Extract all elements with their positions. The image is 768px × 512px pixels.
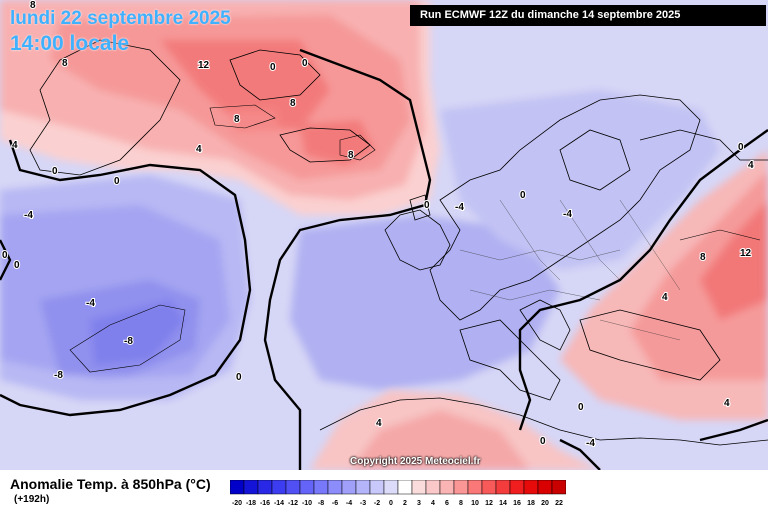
scale-tick-label: -4	[346, 500, 352, 507]
scale-swatch	[313, 480, 329, 495]
forecast-time: 14:00 locale	[10, 32, 130, 55]
map-label: -4	[563, 209, 572, 220]
scale-swatch	[509, 480, 525, 495]
scale-swatch	[425, 480, 441, 495]
scale-swatch	[467, 480, 483, 495]
scale-tick-label: 12	[485, 500, 493, 507]
scale-tick-label: 3	[417, 500, 421, 507]
scale-swatch	[285, 480, 301, 495]
map-label: 0	[270, 62, 276, 73]
zero-anomaly-contours	[0, 48, 768, 470]
scale-swatch	[230, 480, 245, 495]
map-label: 0	[424, 200, 430, 211]
scale-swatch	[537, 480, 553, 495]
scale-swatch	[439, 480, 455, 495]
map-label: 8	[234, 114, 240, 125]
map-label: 0	[540, 436, 546, 447]
scale-swatch	[355, 480, 371, 495]
contour-value-labels: 8 8 12 0 0 8 8 4 8 0 0 4 -4 0 0 -4 -4 -8…	[1, 0, 755, 450]
map-label: 0	[52, 166, 58, 177]
coastlines	[29, 39, 768, 446]
run-info: Run ECMWF 12Z du dimanche 14 septembre 2…	[410, 5, 766, 26]
copyright: Copyright 2025 Meteociel.fr	[350, 456, 481, 467]
map-label: -4	[455, 202, 464, 213]
scale-swatch	[383, 480, 399, 495]
temperature-anomaly-map: 8 8 12 0 0 8 8 4 8 0 0 4 -4 0 0 -4 -4 -8…	[0, 0, 768, 470]
scale-tick-label: 20	[541, 500, 549, 507]
cold-anomaly-atlantic	[0, 175, 250, 400]
scale-tick-label: -16	[260, 500, 270, 507]
warm-anomaly-north-africa	[310, 390, 600, 470]
scale-swatch	[369, 480, 385, 495]
scale-swatch	[397, 480, 413, 495]
scale-swatch	[271, 480, 287, 495]
scale-swatch	[453, 480, 469, 495]
scale-tick-label: 16	[513, 500, 521, 507]
map-label: -4	[86, 298, 95, 309]
map-label: 8	[700, 252, 706, 263]
borders	[459, 199, 681, 341]
scale-swatch	[495, 480, 511, 495]
scale-tick-label: -14	[274, 500, 284, 507]
map-label: 8	[30, 0, 36, 11]
scale-swatch	[411, 480, 427, 495]
map-label: 0	[302, 58, 308, 69]
cold-anomaly-europe	[290, 90, 720, 390]
legend-title: Anomalie Temp. à 850hPa (°C)	[10, 476, 211, 492]
scale-tick-label: 18	[527, 500, 535, 507]
map-label: 0	[236, 372, 242, 383]
map-label: 8	[348, 150, 354, 161]
scale-tick-label: 2	[403, 500, 407, 507]
map-label: 0	[520, 190, 526, 201]
scale-swatch	[341, 480, 357, 495]
scale-swatch	[481, 480, 497, 495]
scale-tick-label: 4	[431, 500, 435, 507]
map-label: 0	[14, 260, 20, 271]
scale-swatch	[243, 480, 259, 495]
scale-tick-label: -18	[246, 500, 256, 507]
scale-swatch	[327, 480, 343, 495]
map-label: 4	[724, 398, 730, 409]
scale-tick-label: -2	[374, 500, 380, 507]
warm-anomaly-east-europe	[560, 150, 768, 420]
scale-tick-label: -10	[302, 500, 312, 507]
scale-tick-label: 22	[555, 500, 563, 507]
map-label: 0	[2, 250, 8, 261]
map-label: -8	[54, 370, 63, 381]
map-label: 12	[740, 248, 752, 259]
map-label: 4	[748, 160, 754, 171]
scale-swatch	[551, 480, 566, 495]
map-label: 12	[198, 60, 210, 71]
map-label: -4	[586, 438, 595, 449]
color-scale: -20 -18 -16 -14 -12 -10 -8 -6 -4 -3 -2 0 2 3 4 6 8 10 12 14…	[230, 480, 566, 507]
map-label: 4	[12, 140, 18, 151]
scale-tick-label: -12	[288, 500, 298, 507]
lead-time: (+192h)	[14, 494, 50, 505]
map-label: 8	[290, 98, 296, 109]
map-label: 4	[662, 292, 668, 303]
scale-tick-label: -6	[332, 500, 338, 507]
map-label: 0	[578, 402, 584, 413]
map-label: 4	[196, 144, 202, 155]
map-label: 8	[62, 58, 68, 69]
scale-tick-label: 14	[499, 500, 507, 507]
scale-swatch	[523, 480, 539, 495]
scale-tick-label: 8	[459, 500, 463, 507]
map-label: -8	[124, 336, 133, 347]
scale-tick-label: 0	[389, 500, 393, 507]
scale-tick-label: 10	[471, 500, 479, 507]
thin-contours	[69, 104, 761, 373]
map-label: 0	[114, 176, 120, 187]
map-label: 4	[376, 418, 382, 429]
scale-swatch	[299, 480, 315, 495]
map-label: -4	[24, 210, 33, 221]
scale-swatch	[257, 480, 273, 495]
scale-tick-label: -3	[360, 500, 366, 507]
scale-tick-label: -20	[232, 500, 242, 507]
forecast-date: lundi 22 septembre 2025	[10, 8, 231, 29]
scale-tick-label: 6	[445, 500, 449, 507]
scale-tick-label: -8	[318, 500, 324, 507]
legend-footer: Anomalie Temp. à 850hPa (°C) (+192h) -20…	[0, 470, 768, 512]
map-label: 0	[738, 142, 744, 153]
